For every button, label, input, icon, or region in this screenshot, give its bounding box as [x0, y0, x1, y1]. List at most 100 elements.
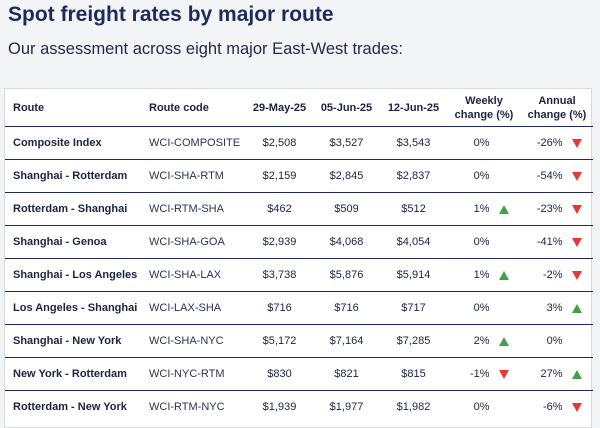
down-arrow-icon: [571, 138, 582, 148]
rates-table-card: Route Route code 29-May-25 05-Jun-25 12-…: [4, 88, 593, 428]
up-arrow-icon: [498, 270, 509, 280]
rate-05-jun-25: $509: [313, 192, 380, 226]
rate-29-may-25: $462: [246, 192, 313, 226]
route-code: WCI-SHA-NYC: [141, 324, 246, 358]
route-name: Los Angeles - Shanghai: [5, 291, 141, 325]
annual-change-value: -6%: [542, 401, 563, 413]
route-name: Shanghai - Rotterdam: [5, 159, 141, 193]
rate-29-may-25: $2,159: [246, 159, 313, 193]
up-arrow-icon: [498, 336, 509, 346]
up-arrow-icon: [571, 369, 582, 379]
col-header-weekly-line2: change (%): [454, 108, 514, 121]
rate-05-jun-25: $7,164: [313, 324, 380, 358]
rate-29-may-25: $716: [246, 291, 313, 325]
col-header-route: Route: [5, 89, 141, 127]
table-row: Shanghai - Genoa WCI-SHA-GOA $2,939 $4,068 $…: [5, 225, 593, 259]
annual-change-cell: -41%: [521, 225, 593, 259]
col-header-route-code: Route code: [141, 89, 246, 127]
rate-12-jun-25: $1,982: [396, 401, 431, 413]
annual-change-cell: -26%: [521, 126, 593, 160]
rate-12-jun-25: $5,914: [380, 258, 447, 292]
annual-change-value: -54%: [536, 170, 563, 182]
down-arrow-icon: [571, 171, 582, 181]
weekly-change-cell: 0%: [447, 225, 521, 259]
annual-change-cell: -23%: [521, 192, 593, 226]
annual-change-value: 27%: [540, 368, 563, 380]
weekly-change-cell: 1%: [447, 192, 521, 226]
col-header-29-may-25: 29-May-25: [246, 89, 313, 127]
weekly-change-value: 1%: [473, 203, 490, 215]
rate-29-may-25: $2,508: [246, 126, 313, 160]
annual-change-cell: 0%: [521, 324, 593, 358]
route-code: WCI-COMPOSITE: [141, 126, 246, 160]
col-header-weekly-change: Weekly change (%): [447, 89, 521, 127]
weekly-change-cell: 0%: [447, 291, 521, 325]
annual-change-cell: 27%: [521, 357, 593, 391]
rate-29-may-25: $5,172: [246, 324, 313, 358]
up-arrow-icon: [498, 204, 509, 214]
annual-change-cell: -2%: [521, 258, 593, 292]
col-header-annual-line1: Annual: [538, 94, 576, 107]
rate-12-jun-25: $7,285: [380, 324, 447, 358]
weekly-change-value: 0%: [473, 236, 490, 248]
weekly-change-cell: 1%: [447, 258, 521, 292]
col-header-annual-line2: change (%): [527, 108, 587, 121]
rate-12-jun-25: $512: [380, 192, 447, 226]
up-arrow-icon: [571, 303, 582, 313]
rate-05-jun-25: $1,977: [329, 401, 364, 413]
route-name: Rotterdam - Shanghai: [5, 192, 141, 226]
down-arrow-icon: [571, 237, 582, 247]
rate-05-jun-25: $4,068: [313, 225, 380, 259]
table-row: Composite Index WCI-COMPOSITE $2,508 $3,527…: [5, 126, 593, 160]
down-arrow-icon: [571, 270, 582, 280]
table-row: Rotterdam - New York WCI-RTM-NYC $1,939 $1,…: [5, 391, 593, 424]
table-row: Shanghai - Rotterdam WCI-SHA-RTM $2,159 $2,…: [5, 159, 593, 193]
route-code: WCI-SHA-GOA: [141, 225, 246, 259]
down-arrow-icon: [571, 204, 582, 214]
rate-05-jun-25: $716: [313, 291, 380, 325]
route-name: Rotterdam - New York: [13, 401, 127, 413]
rate-29-may-25: $3,738: [246, 258, 313, 292]
route-code: WCI-SHA-RTM: [141, 159, 246, 193]
table-header-row: Route Route code 29-May-25 05-Jun-25 12-…: [5, 89, 593, 127]
page-subtitle: Our assessment across eight major East-W…: [8, 40, 403, 58]
route-code: WCI-RTM-NYC: [149, 401, 225, 413]
rate-29-may-25: $2,939: [246, 225, 313, 259]
rate-05-jun-25: $3,527: [313, 126, 380, 160]
rates-table: Route Route code 29-May-25 05-Jun-25 12-…: [5, 89, 593, 423]
route-code: WCI-LAX-SHA: [141, 291, 246, 325]
table-row: Shanghai - New York WCI-SHA-NYC $5,172 $7,1…: [5, 324, 593, 358]
route-name: Shanghai - Genoa: [5, 225, 141, 259]
weekly-change-value: 1%: [473, 269, 490, 281]
weekly-change-value: 2%: [473, 335, 490, 347]
col-header-weekly-line1: Weekly: [465, 94, 503, 107]
rate-29-may-25: $1,939: [262, 401, 297, 413]
weekly-change-value: 0%: [473, 170, 490, 182]
route-code: WCI-SHA-LAX: [141, 258, 246, 292]
rate-05-jun-25: $821: [313, 357, 380, 391]
col-header-05-jun-25: 05-Jun-25: [313, 89, 380, 127]
down-arrow-icon: [498, 369, 509, 379]
route-code: WCI-RTM-SHA: [141, 192, 246, 226]
table-row: Los Angeles - Shanghai WCI-LAX-SHA $716 $71…: [5, 291, 593, 325]
route-name: Shanghai - New York: [5, 324, 141, 358]
annual-change-value: -41%: [536, 236, 563, 248]
rate-12-jun-25: $815: [380, 357, 447, 391]
annual-change-cell: -6%: [521, 391, 593, 424]
annual-change-value: 0%: [546, 335, 563, 347]
rate-12-jun-25: $717: [380, 291, 447, 325]
rate-05-jun-25: $2,845: [313, 159, 380, 193]
down-arrow-icon: [571, 402, 582, 412]
weekly-change-value: 0%: [473, 401, 490, 413]
annual-change-value: -23%: [536, 203, 563, 215]
weekly-change-value: -1%: [469, 368, 490, 380]
route-name: New York - Rotterdam: [5, 357, 141, 391]
weekly-change-cell: 0%: [447, 391, 521, 424]
col-header-12-jun-25: 12-Jun-25: [380, 89, 447, 127]
table-row: New York - Rotterdam WCI-NYC-RTM $830 $821 $…: [5, 357, 593, 391]
annual-change-value: -2%: [542, 269, 563, 281]
rate-29-may-25: $830: [246, 357, 313, 391]
weekly-change-cell: 0%: [447, 126, 521, 160]
route-name: Composite Index: [5, 126, 141, 160]
page-title: Spot freight rates by major route: [8, 3, 334, 26]
